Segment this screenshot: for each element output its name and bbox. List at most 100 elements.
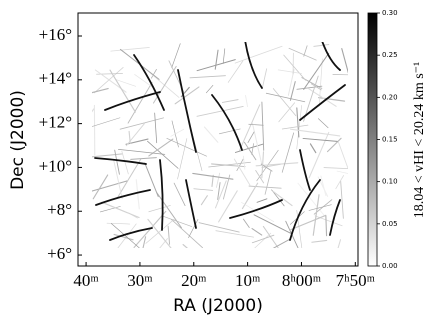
filament <box>152 65 177 104</box>
filament <box>170 128 185 137</box>
y-tick-label: +8° <box>47 200 72 219</box>
filament <box>185 179 197 229</box>
x-tick-label: 10ᵐ <box>235 271 260 290</box>
filament <box>189 75 226 79</box>
filament <box>148 205 171 213</box>
filament <box>203 126 219 143</box>
y-tick-label: +12° <box>39 113 72 132</box>
filament <box>117 158 142 198</box>
filament <box>92 174 109 200</box>
filament <box>335 175 344 190</box>
filament <box>92 153 123 158</box>
filament <box>278 102 296 123</box>
filament <box>219 128 241 135</box>
filament <box>130 157 157 160</box>
filament <box>188 219 199 239</box>
filament <box>272 88 297 117</box>
colorbar-tick-label: 0.05 <box>382 220 398 228</box>
filament <box>256 198 268 203</box>
x-tick-label: 20ᵐ <box>181 271 206 290</box>
filament <box>182 243 189 248</box>
filament <box>255 169 265 184</box>
filament <box>302 138 338 142</box>
filament <box>217 182 221 200</box>
filament <box>234 45 283 64</box>
colorbar-label: 18.04 < vHI < 20.24 km s⁻¹ <box>412 62 427 219</box>
colorbar-tick-label: 0.10 <box>382 178 398 186</box>
filament <box>251 122 264 169</box>
filament <box>248 123 264 126</box>
filament <box>109 227 153 241</box>
filament <box>111 223 140 248</box>
filament <box>159 159 164 231</box>
filament <box>314 215 343 227</box>
filament <box>215 230 254 238</box>
filament <box>296 85 323 90</box>
filament <box>173 182 186 207</box>
filament <box>289 214 327 231</box>
filament <box>92 180 128 192</box>
filament <box>254 232 272 248</box>
filament <box>99 206 121 213</box>
filament <box>198 222 240 233</box>
filament <box>218 190 238 223</box>
filament <box>177 69 197 153</box>
filament <box>166 138 207 157</box>
filament <box>154 112 158 144</box>
filament <box>216 172 221 188</box>
filament <box>299 149 311 191</box>
filament <box>264 170 272 195</box>
colorbar-tick-label: 0.25 <box>382 51 398 59</box>
filament <box>289 81 296 101</box>
filament <box>283 54 306 81</box>
filament <box>320 175 327 197</box>
filament <box>323 167 348 170</box>
filament <box>244 42 263 89</box>
filament <box>317 118 329 129</box>
filament <box>211 163 246 168</box>
filament <box>297 182 325 217</box>
filament <box>313 43 330 47</box>
filament <box>245 94 248 107</box>
filament <box>337 239 342 248</box>
filament <box>177 138 188 180</box>
filament <box>311 239 328 243</box>
filament <box>92 87 109 94</box>
filament <box>167 225 171 245</box>
plot-frame <box>77 12 359 267</box>
filament <box>299 84 346 121</box>
filament <box>193 188 214 191</box>
filament <box>253 214 293 235</box>
filament <box>234 143 264 153</box>
filament <box>156 192 182 229</box>
filament <box>118 148 166 155</box>
filament <box>128 130 131 144</box>
x-tick-label: 40ᵐ <box>73 271 98 290</box>
filament <box>281 132 295 173</box>
filament <box>208 161 251 168</box>
filament <box>192 172 234 180</box>
filament <box>104 91 161 111</box>
x-tick-label: 7ʰ50ᵐ <box>336 271 375 290</box>
filament <box>222 48 226 64</box>
filament <box>200 195 208 206</box>
filament <box>290 128 341 137</box>
y-tick-label: +14° <box>39 69 72 88</box>
filament <box>170 218 203 248</box>
colorbar-tick-label: 0.30 <box>382 9 398 17</box>
filament <box>174 86 200 105</box>
filament <box>127 82 153 124</box>
filament <box>247 131 255 143</box>
filament <box>318 58 323 107</box>
filament <box>159 238 168 248</box>
filament <box>241 202 275 222</box>
filament <box>340 180 344 219</box>
filament <box>296 105 302 150</box>
filament <box>109 69 136 113</box>
filament <box>272 238 291 248</box>
filament <box>92 117 121 127</box>
filament <box>95 189 151 206</box>
y-axis-label: Dec (J2000) <box>8 90 28 190</box>
colorbar <box>367 12 378 267</box>
